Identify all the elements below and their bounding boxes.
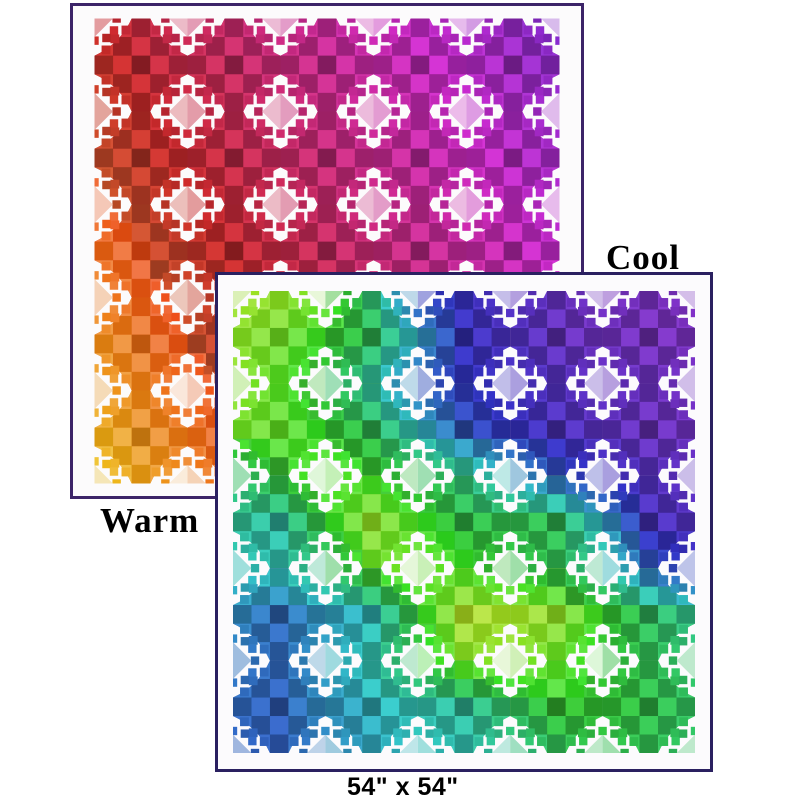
cool-quilt-graphic bbox=[215, 272, 713, 772]
cool-quilt-label: Cool bbox=[606, 240, 680, 275]
cool-quilt bbox=[215, 272, 713, 772]
size-caption: 54" x 54" bbox=[347, 775, 459, 800]
warm-quilt-label: Warm bbox=[100, 503, 199, 538]
